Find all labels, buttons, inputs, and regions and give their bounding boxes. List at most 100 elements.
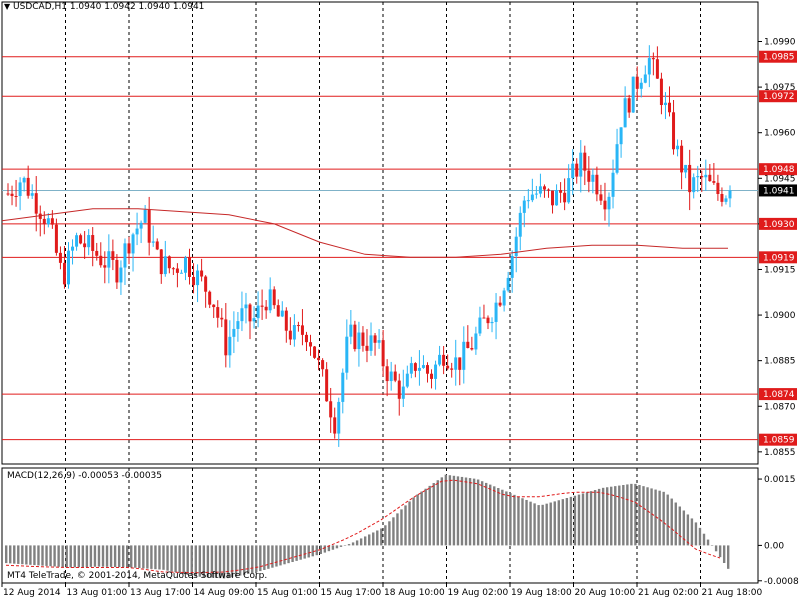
- candle-body: [494, 302, 498, 322]
- candle-body: [147, 209, 151, 243]
- macd-bar: [432, 483, 435, 546]
- y-tick-label: 1.0975: [764, 83, 796, 93]
- macd-bar: [89, 545, 93, 567]
- macd-bar: [557, 500, 560, 546]
- macd-bar: [662, 491, 665, 546]
- macd-bar: [541, 504, 544, 546]
- candle-body: [373, 335, 377, 343]
- macd-bar: [13, 545, 16, 564]
- macd-bar: [226, 545, 230, 579]
- macd-bar: [545, 503, 548, 546]
- macd-bar: [678, 506, 681, 546]
- candle-body: [115, 259, 119, 283]
- macd-bar: [61, 545, 64, 568]
- macd-bar: [388, 521, 391, 546]
- candle-body: [175, 268, 179, 273]
- macd-bar: [464, 477, 468, 546]
- current-price-label: [759, 184, 797, 197]
- candle-body: [635, 76, 639, 89]
- candle-body: [34, 193, 38, 214]
- macd-bar: [424, 488, 427, 546]
- candle-body: [518, 212, 522, 237]
- candle-body: [708, 174, 712, 182]
- candle-body: [450, 368, 454, 370]
- candle-body: [183, 257, 187, 273]
- macd-bar: [593, 490, 597, 546]
- macd-bar: [170, 545, 173, 572]
- macd-bar: [682, 510, 686, 546]
- candle-body: [143, 209, 147, 223]
- macd-bar: [315, 545, 318, 556]
- candle-body: [14, 195, 18, 197]
- x-tick-label: 12 Aug 2014: [3, 588, 61, 598]
- x-tick-label: 14 Aug 09:00: [194, 588, 255, 598]
- candle-body: [58, 252, 62, 263]
- macd-bar: [614, 486, 617, 546]
- macd-bar: [93, 545, 97, 567]
- macd-bar: [25, 545, 28, 565]
- candle-body: [462, 341, 466, 370]
- chart-header: ▼ USDCAD,H1 1.0940 1.0942 1.0940 1.0941: [4, 2, 204, 12]
- y-tick-label: 1.0885: [764, 357, 796, 367]
- macd-bar: [9, 545, 12, 564]
- candle-body: [647, 58, 651, 75]
- candle-body: [75, 235, 79, 247]
- macd-bar: [476, 479, 480, 546]
- y-tick-label: 1.0990: [764, 38, 796, 48]
- macd-bar: [525, 499, 528, 546]
- macd-bar: [420, 491, 423, 546]
- macd-bar: [113, 545, 117, 568]
- macd-bar: [37, 545, 40, 566]
- level-price-text: 1.0919: [763, 253, 795, 263]
- candle-body: [514, 236, 518, 256]
- candle-body: [551, 190, 555, 206]
- level-price-label: [759, 90, 797, 103]
- macd-bar: [109, 545, 113, 567]
- candle-body: [46, 218, 50, 225]
- macd-bar: [271, 545, 274, 568]
- candle-body: [99, 255, 103, 266]
- macd-bar: [521, 498, 524, 546]
- candle-body: [434, 364, 438, 379]
- candle-body: [409, 363, 413, 374]
- macd-bar: [581, 493, 585, 546]
- candle-body: [595, 174, 599, 195]
- candle-body: [276, 305, 280, 317]
- macd-bar: [589, 491, 593, 546]
- macd-bar: [335, 545, 339, 549]
- macd-bar: [670, 498, 673, 546]
- macd-bar: [178, 545, 181, 574]
- macd-bar: [73, 545, 76, 568]
- candle-body: [563, 192, 567, 203]
- macd-bar: [727, 545, 730, 569]
- macd-bar: [247, 545, 250, 574]
- candle-body: [264, 306, 268, 311]
- candle-body: [599, 194, 603, 201]
- current-price-text: 1.0941: [763, 186, 795, 196]
- symbol-info: USDCAD,H1 1.0940 1.0942 1.0940 1.0941: [13, 2, 205, 12]
- candle-body: [716, 182, 720, 194]
- candle-body: [361, 332, 365, 346]
- candle-body: [401, 386, 405, 399]
- macd-bar: [368, 534, 371, 546]
- candle-body: [163, 256, 167, 275]
- macd-bar: [259, 545, 262, 572]
- macd-bar: [339, 545, 343, 547]
- macd-bar: [287, 545, 290, 564]
- macd-bar: [142, 545, 145, 569]
- candle-body: [212, 304, 216, 308]
- candle-body: [159, 249, 163, 275]
- candle-body: [54, 224, 58, 253]
- candle-body: [288, 330, 292, 340]
- candle-body: [139, 222, 143, 229]
- macd-bar: [489, 484, 492, 546]
- candle-body: [442, 354, 446, 366]
- macd-bar: [105, 545, 109, 567]
- triangle-down-icon[interactable]: ▼: [4, 2, 11, 11]
- macd-bar: [121, 545, 125, 568]
- y-tick-label: 1.0945: [764, 174, 796, 184]
- candle-body: [643, 74, 647, 83]
- candle-body: [151, 241, 155, 243]
- macd-bar: [610, 486, 613, 546]
